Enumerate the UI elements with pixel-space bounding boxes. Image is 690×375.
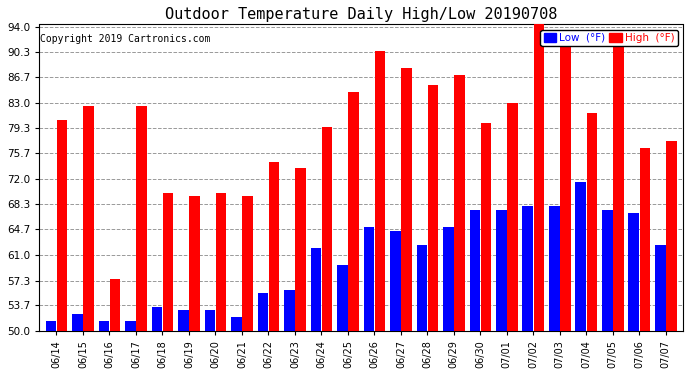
- Bar: [348, 92, 359, 331]
- Bar: [522, 207, 533, 331]
- Bar: [322, 127, 333, 331]
- Bar: [496, 210, 506, 331]
- Bar: [390, 231, 401, 331]
- Bar: [57, 120, 68, 331]
- Bar: [575, 182, 586, 331]
- Bar: [310, 248, 321, 331]
- Bar: [629, 213, 639, 331]
- Bar: [560, 44, 571, 331]
- Bar: [110, 279, 120, 331]
- Bar: [136, 106, 147, 331]
- Bar: [469, 210, 480, 331]
- Bar: [152, 307, 162, 331]
- Bar: [257, 293, 268, 331]
- Bar: [216, 193, 226, 331]
- Bar: [99, 321, 109, 331]
- Bar: [268, 162, 279, 331]
- Bar: [666, 141, 677, 331]
- Bar: [586, 113, 598, 331]
- Bar: [507, 103, 518, 331]
- Bar: [204, 310, 215, 331]
- Bar: [533, 23, 544, 331]
- Bar: [46, 321, 56, 331]
- Bar: [549, 207, 560, 331]
- Bar: [72, 314, 83, 331]
- Bar: [417, 244, 427, 331]
- Bar: [189, 196, 200, 331]
- Bar: [83, 106, 94, 331]
- Bar: [178, 310, 188, 331]
- Bar: [613, 30, 624, 331]
- Bar: [242, 196, 253, 331]
- Bar: [284, 290, 295, 331]
- Bar: [401, 68, 412, 331]
- Bar: [364, 227, 374, 331]
- Text: Copyright 2019 Cartronics.com: Copyright 2019 Cartronics.com: [40, 34, 210, 44]
- Bar: [125, 321, 136, 331]
- Bar: [231, 317, 241, 331]
- Bar: [655, 244, 666, 331]
- Bar: [375, 51, 385, 331]
- Bar: [443, 227, 453, 331]
- Bar: [454, 75, 465, 331]
- Title: Outdoor Temperature Daily High/Low 20190708: Outdoor Temperature Daily High/Low 20190…: [165, 7, 558, 22]
- Bar: [640, 148, 650, 331]
- Bar: [163, 193, 173, 331]
- Bar: [602, 210, 613, 331]
- Bar: [337, 265, 348, 331]
- Legend: Low  (°F), High  (°F): Low (°F), High (°F): [540, 30, 678, 46]
- Bar: [481, 123, 491, 331]
- Bar: [295, 168, 306, 331]
- Bar: [428, 86, 438, 331]
